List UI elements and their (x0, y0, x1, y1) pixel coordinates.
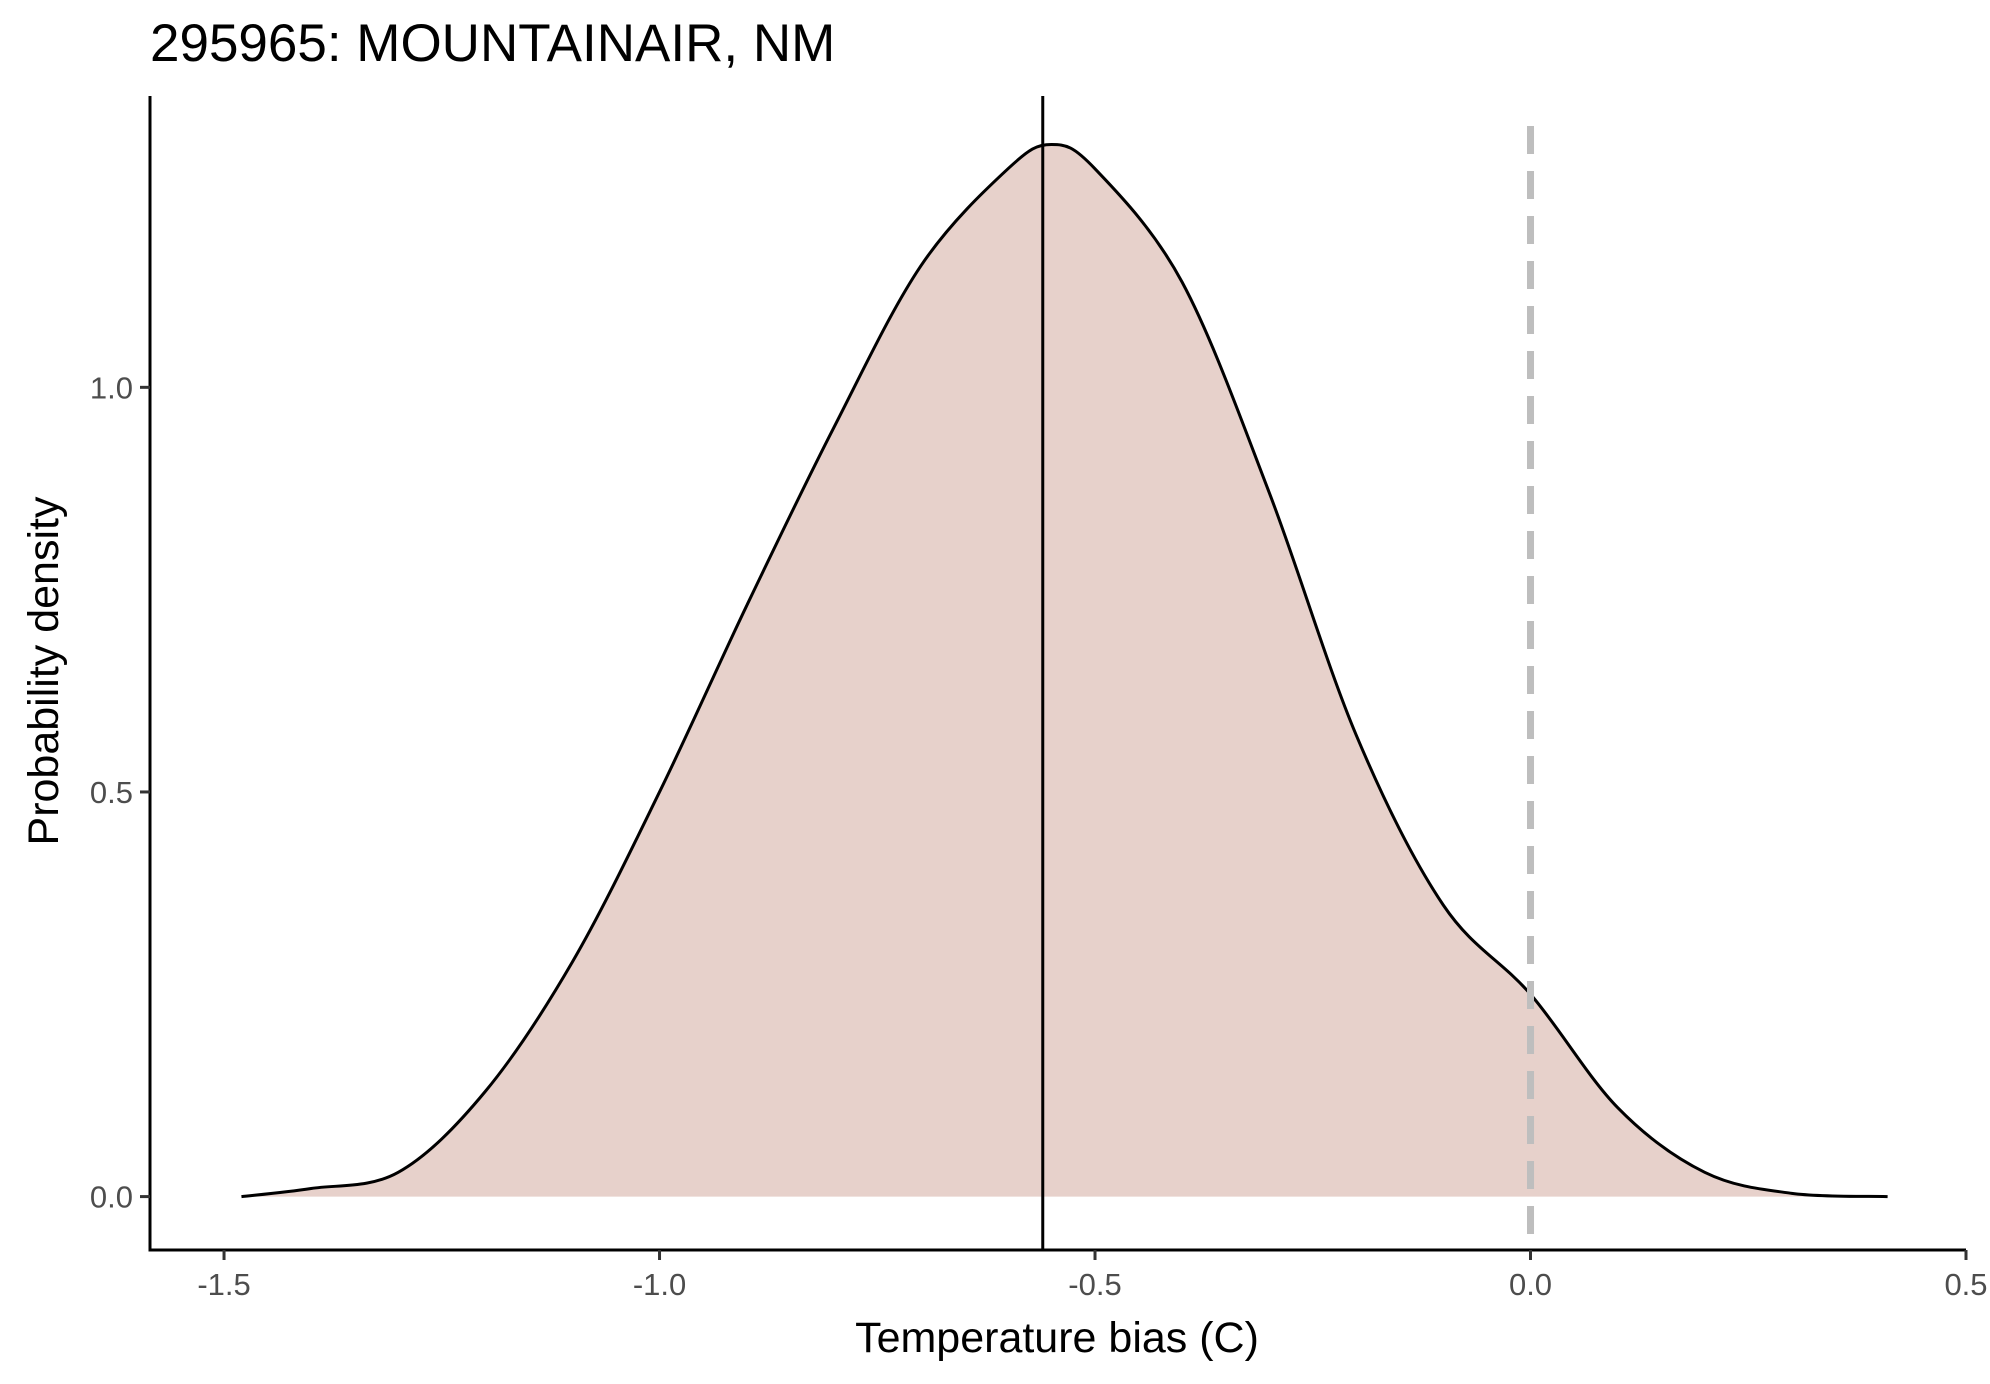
x-axis-title: Temperature bias (C) (855, 1314, 1259, 1362)
x-tick-label: -0.5 (1068, 1267, 1121, 1302)
y-tick-label: 1.0 (90, 370, 133, 405)
y-tick-label: 0.5 (90, 775, 133, 810)
x-tick-label: -1.0 (633, 1267, 686, 1302)
y-axis-ticks: 0.0 0.5 1.0 (90, 370, 150, 1215)
x-axis-ticks: -1.5 -1.0 -0.5 0.0 0.5 (197, 1250, 1988, 1302)
x-tick-label: 0.0 (1509, 1267, 1552, 1302)
x-tick-label: 0.5 (1944, 1267, 1987, 1302)
y-tick-label: 0.0 (90, 1180, 133, 1215)
y-axis-title: Probability density (20, 496, 68, 845)
density-curve-line (241, 143, 1888, 1199)
x-tick-label: -1.5 (197, 1267, 250, 1302)
density-area-fill (241, 144, 1888, 1197)
chart-title: 295965: MOUNTAINAIR, NM (150, 14, 835, 73)
